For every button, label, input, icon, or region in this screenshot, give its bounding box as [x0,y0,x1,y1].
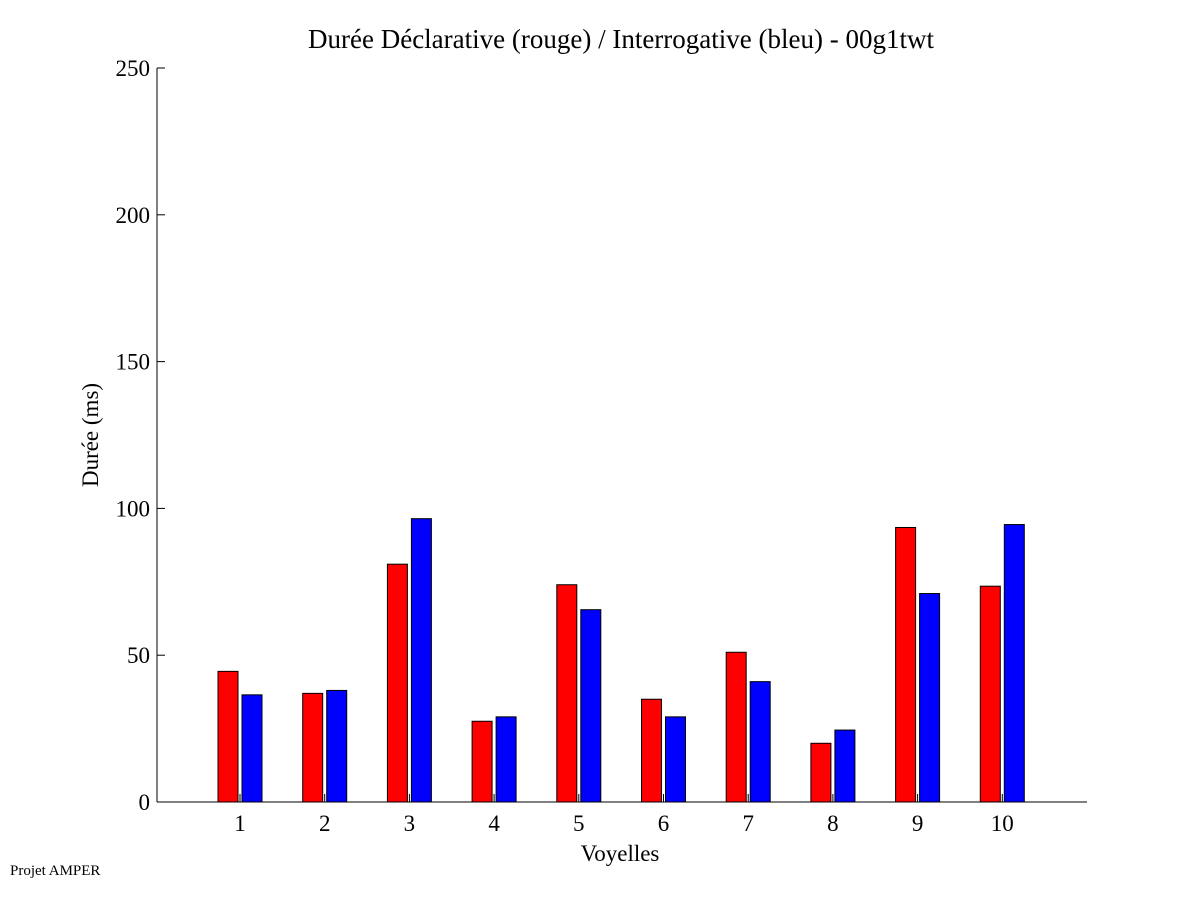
x-tick-label-1: 1 [234,811,246,836]
y-tick-label-50: 50 [127,643,150,668]
bar-declarative-2 [302,692,324,803]
bar-declarative-8 [810,742,832,803]
y-tick-label-0: 0 [139,790,151,815]
bar-interrogative-9 [919,593,941,803]
x-tick-label-6: 6 [658,811,670,836]
bar-interrogative-5 [580,609,602,803]
x-ticks-group: 1 2 3 4 5 6 7 8 9 10 [234,794,1014,836]
y-tick-label-250: 250 [116,56,151,81]
axes-group [156,68,1087,803]
bar-declarative-10 [979,585,1001,803]
y-tick-label-200: 200 [116,203,151,228]
y-ticks-group: 0 50 100 150 200 250 [116,56,165,815]
bar-declarative-5 [556,584,578,803]
bar-declarative-7 [725,651,747,803]
bar-interrogative-1 [241,694,263,803]
y-tick-label-100: 100 [116,496,151,521]
footer-credit: Projet AMPER [10,863,101,879]
bar-interrogative-6 [665,716,686,803]
bar-declarative-9 [895,526,917,803]
x-tick-label-4: 4 [488,811,500,836]
bar-interrogative-10 [1003,524,1025,803]
bar-declarative-4 [471,720,493,803]
bar-declarative-3 [386,563,408,803]
x-tick-label-8: 8 [827,811,839,836]
bar-interrogative-4 [495,716,517,803]
x-tick-label-9: 9 [912,811,924,836]
bars-group [217,518,1025,803]
x-tick-label-10: 10 [991,811,1014,836]
x-tick-label-7: 7 [742,811,754,836]
bar-declarative-6 [641,698,662,803]
x-tick-label-3: 3 [404,811,416,836]
bar-interrogative-7 [749,681,771,803]
bar-interrogative-8 [834,729,856,803]
x-axis-label: Voyelles [581,841,660,866]
bar-interrogative-3 [410,518,432,803]
chart-title: Durée Déclarative (rouge) / Interrogativ… [308,24,934,54]
bar-declarative-1 [217,670,239,803]
y-tick-label-150: 150 [116,350,151,375]
x-tick-label-5: 5 [573,811,585,836]
bar-interrogative-2 [326,689,348,803]
x-tick-label-2: 2 [319,811,331,836]
y-axis-label: Durée (ms) [78,383,103,487]
